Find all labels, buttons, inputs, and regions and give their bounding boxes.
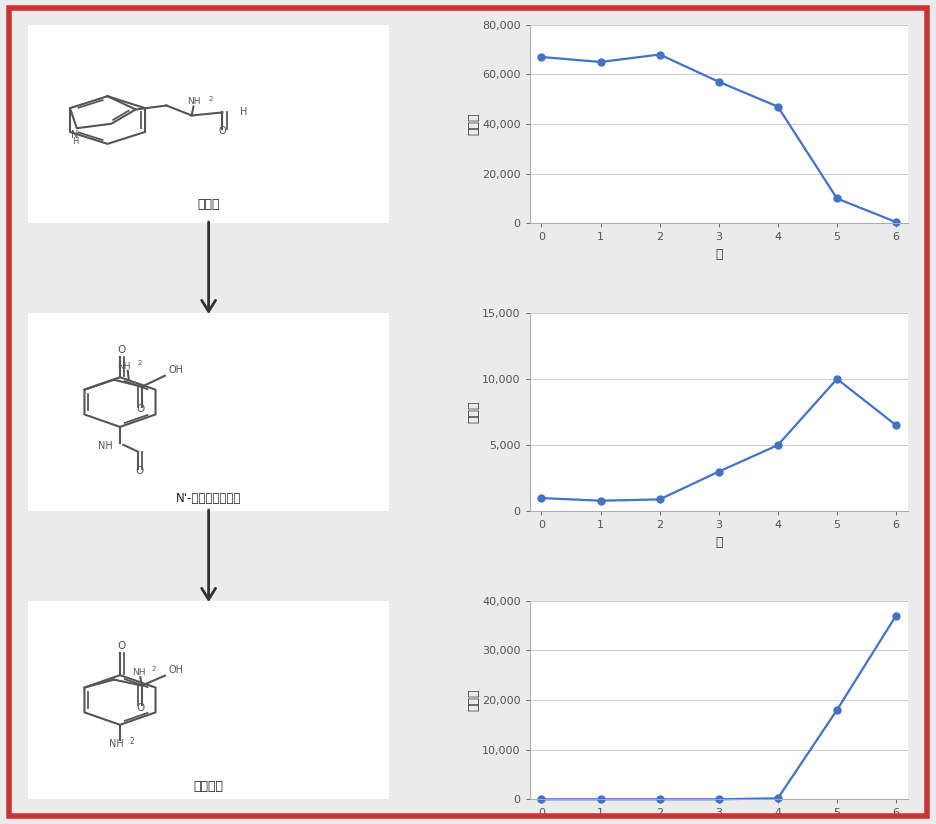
Y-axis label: 峰面积: 峰面积 (468, 689, 480, 711)
Text: OH: OH (168, 665, 183, 675)
Text: O: O (218, 126, 227, 136)
Text: NH: NH (117, 362, 131, 371)
Y-axis label: 峰面积: 峰面积 (468, 400, 481, 424)
Text: NH: NH (98, 441, 112, 451)
Text: N'-甲酰基犬尿氨酸: N'-甲酰基犬尿氨酸 (176, 493, 241, 505)
Text: N: N (71, 130, 79, 140)
Text: NH: NH (186, 96, 200, 105)
Text: 犬尿氨酸: 犬尿氨酸 (194, 780, 224, 794)
Text: NH: NH (132, 667, 145, 677)
Text: 2: 2 (209, 96, 212, 101)
Text: O: O (118, 345, 125, 355)
Text: H: H (241, 107, 248, 118)
Text: O: O (136, 466, 144, 476)
Text: H: H (72, 137, 79, 146)
Text: 2: 2 (130, 737, 135, 746)
X-axis label: 天: 天 (715, 248, 723, 261)
Text: O: O (136, 704, 144, 714)
Y-axis label: 峰面积: 峰面积 (468, 113, 480, 135)
Text: 2: 2 (152, 667, 155, 672)
Text: NH: NH (110, 738, 124, 749)
Text: O: O (118, 641, 125, 651)
X-axis label: 天: 天 (715, 536, 723, 549)
Text: 2: 2 (137, 360, 141, 367)
Text: O: O (136, 405, 144, 414)
Text: 色氨酸: 色氨酸 (197, 199, 220, 212)
Text: OH: OH (168, 365, 183, 375)
